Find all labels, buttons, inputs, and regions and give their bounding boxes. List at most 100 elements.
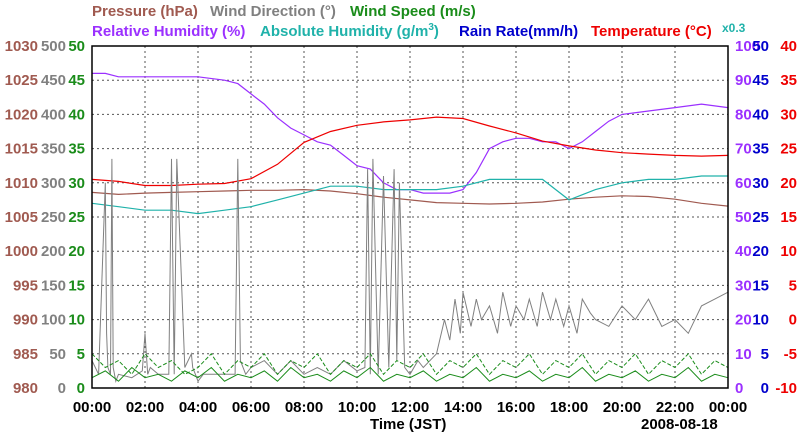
header-labels: Pressure (hPa) Wind Direction (°) Wind S… <box>92 3 746 40</box>
label-wind-speed: Wind Speed (m/s) <box>350 3 476 20</box>
y-tick-temperature: 5 <box>789 277 797 294</box>
x-tick-labels: 00:00 02:00 04:00 06:00 08:00 10:00 12:00 14:00… <box>73 399 747 416</box>
y-tick-wind-speed: 35 <box>68 141 85 158</box>
y-tick-rain-rate: 10 <box>752 312 769 329</box>
y-tick-pressure: 1020 <box>5 106 38 123</box>
y-tick-rain-rate: 45 <box>752 72 769 89</box>
y-tick-temperature: 15 <box>780 209 797 226</box>
y-tick-temperature: -10 <box>775 380 797 397</box>
x-tick-label: 16:00 <box>497 399 535 416</box>
y-tick-rain-rate: 25 <box>752 209 769 226</box>
y-tick-wind-direction: 50 <box>49 346 66 363</box>
series-line-pressure-hpa <box>91 188 729 207</box>
x-tick-label: 18:00 <box>550 399 588 416</box>
label-temperature-unit: °C <box>690 23 707 40</box>
x-axis-label: Time (JST) <box>370 416 446 433</box>
y-tick-relative-humidity: 80 <box>735 106 752 123</box>
y-tick-temperature: 30 <box>780 106 797 123</box>
label-pressure: Pressure (hPa) <box>92 3 198 20</box>
y-tick-wind-direction: 500 <box>41 38 66 55</box>
y-tick-wind-speed: 30 <box>68 175 85 192</box>
series-line-temperature-c <box>91 116 729 187</box>
y-tick-rain-rate: 40 <box>752 106 769 123</box>
x-tick-label: 06:00 <box>232 399 270 416</box>
x-tick-label: 10:00 <box>338 399 376 416</box>
y-tick-wind-direction: 0 <box>58 380 66 397</box>
x-tick-label: 12:00 <box>391 399 429 416</box>
y-tick-pressure: 1030 <box>5 38 38 55</box>
x-tick-label: 08:00 <box>285 399 323 416</box>
grid <box>92 46 728 388</box>
y-tick-wind-direction: 400 <box>41 106 66 123</box>
y-tick-pressure: 990 <box>13 312 38 329</box>
series-line-wind-speed-m-s <box>91 366 729 382</box>
y-tick-wind-speed: 45 <box>68 72 85 89</box>
y-tick-rain-rate: 20 <box>752 243 769 260</box>
y-tick-wind-speed: 15 <box>68 277 85 294</box>
y-tick-pressure: 980 <box>13 380 38 397</box>
label-rain-rate: Rain Rate(mm/h) <box>459 23 578 40</box>
label-temperature: Temperature (°C) <box>591 23 712 40</box>
x-tick-label: 22:00 <box>656 399 694 416</box>
plot-area <box>91 72 729 383</box>
x-tick-label: 00:00 <box>709 399 747 416</box>
y-tick-relative-humidity: 60 <box>735 175 752 192</box>
x-tick-label: 02:00 <box>126 399 164 416</box>
x-tick-label: 00:00 <box>73 399 111 416</box>
y-tick-temperature: 35 <box>780 72 797 89</box>
y-tick-pressure: 1005 <box>5 209 38 226</box>
y-tick-rain-rate: 30 <box>752 175 769 192</box>
series-line-wind-speed-gust <box>91 353 729 376</box>
series-line-wind-direction <box>91 158 729 383</box>
y-tick-pressure: 1010 <box>5 175 38 192</box>
label-temperature-end: ) <box>707 23 712 40</box>
label-absolute-humidity-end: ) <box>434 23 439 40</box>
y-tick-wind-speed: 20 <box>68 243 85 260</box>
y-tick-wind-speed: 40 <box>68 106 85 123</box>
x-tick-label: 14:00 <box>444 399 482 416</box>
date-label: 2008-08-18 <box>641 416 718 433</box>
y-tick-temperature: -5 <box>784 346 797 363</box>
label-relative-humidity: Relative Humidity (%) <box>92 23 245 40</box>
y-tick-pressure: 995 <box>13 277 38 294</box>
y-tick-rain-rate: 15 <box>752 277 769 294</box>
y-tick-wind-speed: 10 <box>68 312 85 329</box>
y-tick-pressure: 1025 <box>5 72 38 89</box>
y-tick-relative-humidity: 30 <box>735 277 752 294</box>
plot-frame <box>91 45 729 389</box>
y-tick-relative-humidity: 0 <box>735 380 743 397</box>
y-tick-wind-direction: 450 <box>41 72 66 89</box>
label-scale-note: x0.3 <box>722 21 746 35</box>
y-tick-relative-humidity: 20 <box>735 312 752 329</box>
y-tick-wind-speed: 0 <box>77 380 85 397</box>
label-absolute-humidity: Absolute Humidity (g/m3) <box>260 22 439 40</box>
y-tick-rain-rate: 35 <box>752 141 769 158</box>
y-tick-wind-speed: 25 <box>68 209 85 226</box>
y-tick-relative-humidity: 100 <box>735 38 760 55</box>
y-tick-wind-direction: 200 <box>41 243 66 260</box>
y-tick-wind-direction: 100 <box>41 312 66 329</box>
y-tick-relative-humidity: 10 <box>735 346 752 363</box>
x-tick-label: 04:00 <box>179 399 217 416</box>
y-tick-wind-speed: 5 <box>77 346 85 363</box>
y-tick-temperature: 0 <box>789 312 797 329</box>
y-tick-wind-direction: 300 <box>41 175 66 192</box>
y-tick-labels: 1030102510201015101010051000995990985980… <box>5 38 797 397</box>
label-absolute-humidity-sup: 3 <box>428 22 434 33</box>
y-tick-temperature: 40 <box>780 38 797 55</box>
series-line-absolute-humidity-g-m3 <box>91 175 728 215</box>
y-tick-relative-humidity: 50 <box>735 209 752 226</box>
y-tick-pressure: 1000 <box>5 243 38 260</box>
y-tick-relative-humidity: 70 <box>735 141 752 158</box>
y-tick-rain-rate: 50 <box>752 38 769 55</box>
y-tick-pressure: 1015 <box>5 141 38 158</box>
y-tick-temperature: 20 <box>780 175 797 192</box>
y-tick-wind-speed: 50 <box>68 38 85 55</box>
y-tick-relative-humidity: 90 <box>735 72 752 89</box>
y-tick-wind-direction: 250 <box>41 209 66 226</box>
y-tick-rain-rate: 0 <box>761 380 769 397</box>
y-tick-pressure: 985 <box>13 346 38 363</box>
y-tick-temperature: 10 <box>780 243 797 260</box>
y-tick-relative-humidity: 40 <box>735 243 752 260</box>
